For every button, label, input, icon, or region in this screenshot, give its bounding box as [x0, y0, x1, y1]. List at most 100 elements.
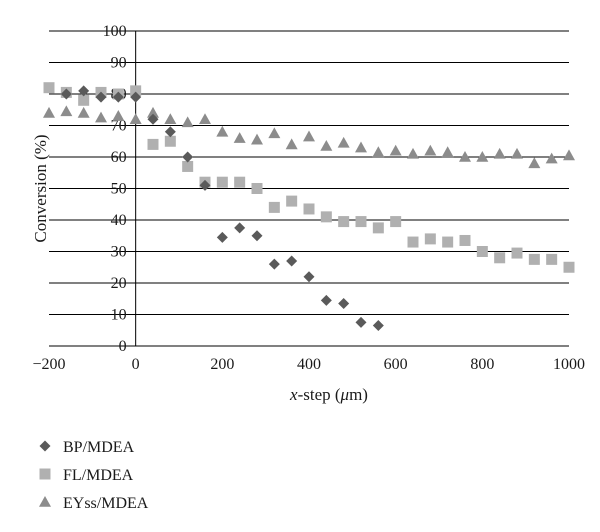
data-point-square — [459, 234, 471, 246]
data-point-diamond — [320, 294, 332, 306]
data-point-triangle — [112, 110, 125, 121]
y-tick-label: 50 — [111, 181, 127, 198]
data-point-triangle — [424, 144, 437, 156]
legend-marker-diamond-icon — [39, 440, 51, 452]
data-point-square — [494, 252, 506, 264]
data-point-diamond — [372, 320, 384, 332]
data-point-triangle — [355, 141, 367, 153]
data-point-triangle — [476, 151, 489, 162]
x-tick-label: 1000 — [553, 356, 585, 373]
x-tick-labels: −200 0 200 400 600 800 1000 — [32, 356, 585, 373]
x-tick-label: 600 — [384, 356, 408, 373]
data-point-triangle — [563, 149, 575, 161]
data-point-diamond — [199, 179, 211, 191]
data-point-triangle — [372, 146, 385, 158]
data-point-triangle — [199, 113, 211, 124]
data-point-triangle — [528, 157, 541, 169]
x-tick-label: −200 — [32, 356, 65, 373]
legend-label-fl-mdea: FL/MDEA — [63, 467, 134, 484]
data-point-triangle — [216, 125, 229, 137]
x-axis-title-var: x — [289, 385, 298, 404]
axes — [49, 31, 569, 347]
y-tick-label: 10 — [111, 307, 127, 324]
data-point-diamond — [147, 113, 159, 125]
data-point-triangle — [389, 144, 402, 156]
data-point-square — [563, 261, 575, 273]
data-point-diamond — [234, 222, 246, 234]
data-point-triangle — [233, 132, 246, 143]
data-point-triangle — [441, 146, 454, 158]
y-tick-label: 20 — [111, 275, 127, 292]
data-point-diamond — [286, 255, 298, 267]
data-point-square — [147, 138, 159, 150]
data-point-square — [320, 211, 332, 223]
data-point-triangle — [251, 133, 263, 145]
data-point-diamond — [216, 231, 228, 243]
legend-marker-triangle-icon — [39, 496, 51, 507]
y-tick-label: 100 — [103, 23, 127, 40]
y-tick-label: 0 — [119, 338, 127, 355]
x-tick-label: 800 — [470, 356, 494, 373]
data-point-square — [372, 222, 384, 234]
data-point-triangle — [285, 138, 298, 150]
data-point-square — [43, 82, 55, 94]
data-point-square — [442, 236, 454, 248]
data-point-square — [355, 216, 367, 228]
legend-label-bp-mdea: BP/MDEA — [63, 439, 135, 456]
data-point-square — [546, 253, 558, 265]
data-point-square — [286, 195, 298, 207]
data-point-square — [216, 176, 228, 188]
series-bp-mdea — [60, 85, 384, 332]
y-tick-label: 60 — [111, 149, 127, 166]
data-point-triangle — [337, 136, 350, 148]
data-point-diamond — [112, 91, 124, 103]
data-point-triangle — [95, 111, 107, 123]
data-point-triangle — [545, 152, 558, 164]
data-point-square — [407, 236, 419, 248]
y-axis-title: Conversion (%) — [31, 134, 50, 242]
legend-item-eyss-mdea: EYss/MDEA — [39, 495, 149, 512]
data-point-triangle — [303, 130, 315, 142]
x-axis-title: x-step (μm) — [289, 385, 368, 404]
data-point-square — [251, 183, 263, 194]
y-tick-label: 90 — [111, 55, 127, 72]
data-point-square — [424, 233, 436, 245]
data-point-diamond — [78, 85, 90, 97]
y-tick-label: 30 — [111, 244, 127, 261]
data-point-square — [182, 160, 194, 172]
x-axis-title-end: m) — [349, 385, 368, 404]
data-point-triangle — [43, 106, 55, 118]
data-point-triangle — [77, 106, 90, 118]
x-tick-label: 0 — [132, 356, 140, 373]
x-tick-label: 200 — [210, 356, 234, 373]
data-point-diamond — [338, 297, 350, 309]
legend-item-fl-mdea: FL/MDEA — [39, 467, 134, 484]
data-point-square — [78, 94, 90, 106]
series-fl-mdea — [43, 82, 575, 273]
data-point-triangle — [407, 147, 419, 159]
series-eyss-mdea — [43, 105, 575, 169]
x-axis-title-unit-prefix: μ — [340, 385, 350, 404]
data-point-triangle — [129, 113, 142, 124]
legend-item-bp-mdea: BP/MDEA — [39, 439, 135, 456]
data-point-diamond — [182, 151, 194, 163]
y-tick-label: 40 — [111, 212, 127, 229]
data-point-triangle — [320, 139, 333, 151]
data-point-triangle — [493, 147, 506, 159]
data-point-square — [390, 216, 402, 228]
x-axis-title-mid: -step ( — [298, 385, 341, 404]
y-tick-label: 70 — [111, 118, 127, 135]
legend-label-eyss-mdea: EYss/MDEA — [63, 495, 149, 512]
data-point-triangle — [511, 147, 523, 159]
data-point-diamond — [268, 258, 280, 270]
data-point-diamond — [164, 126, 176, 138]
data-point-diamond — [355, 316, 367, 328]
data-point-diamond — [303, 271, 315, 283]
data-point-square — [303, 203, 315, 215]
data-point-diamond — [95, 91, 107, 103]
data-point-triangle — [147, 106, 159, 118]
data-point-triangle — [60, 105, 73, 117]
data-point-triangle — [268, 127, 281, 139]
data-point-square — [511, 247, 523, 259]
